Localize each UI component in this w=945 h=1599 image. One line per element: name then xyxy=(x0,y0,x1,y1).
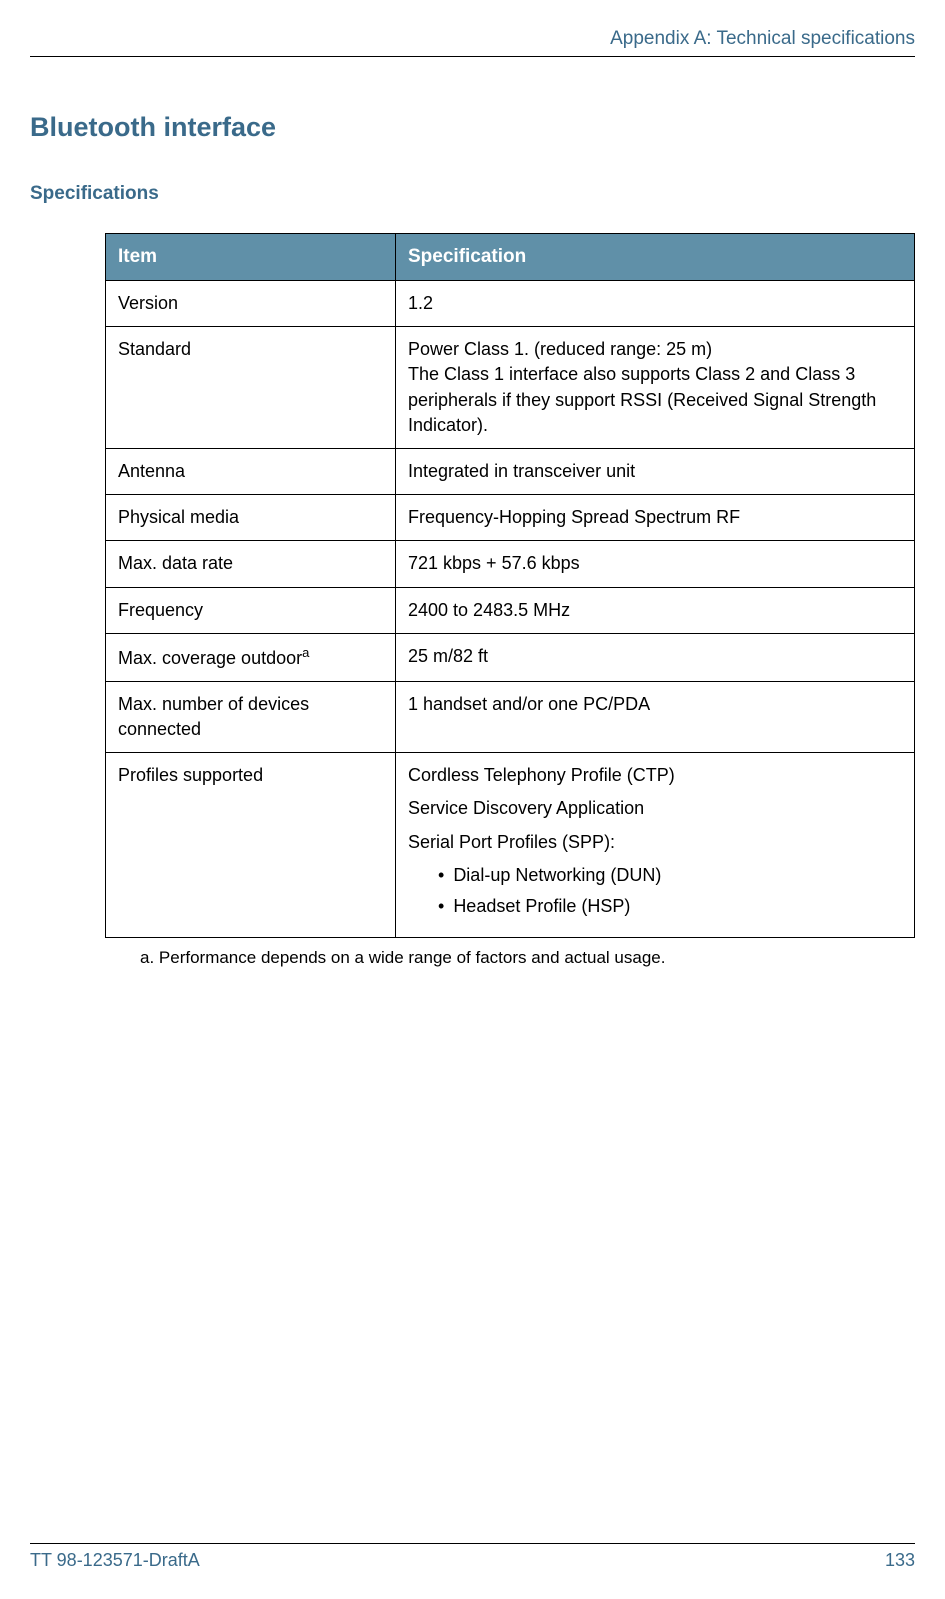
table-header-row: Item Specification xyxy=(106,234,915,281)
table-row: Antenna Integrated in transceiver unit xyxy=(106,448,915,494)
specifications-table: Item Specification Version 1.2 Standard … xyxy=(105,233,915,938)
cell-item: Antenna xyxy=(106,448,396,494)
cell-item: Standard xyxy=(106,327,396,449)
cell-item: Profiles supported xyxy=(106,753,396,938)
column-header-item: Item xyxy=(106,234,396,281)
coverage-label: Max. coverage outdoor xyxy=(118,648,302,668)
page-footer: TT 98-123571-DraftA 133 xyxy=(30,1543,915,1571)
page-number: 133 xyxy=(885,1550,915,1571)
footnote-marker: a xyxy=(302,645,309,660)
profile-item: Cordless Telephony Profile (CTP) xyxy=(408,763,902,788)
spec-text: Power Class 1. (reduced range: 25 m) xyxy=(408,339,712,359)
profile-label: Serial Port Profiles (SPP): xyxy=(408,832,615,852)
table-row: Max. data rate 721 kbps + 57.6 kbps xyxy=(106,541,915,587)
cell-spec: 1 handset and/or one PC/PDA xyxy=(396,681,915,752)
cell-item: Version xyxy=(106,281,396,327)
cell-item: Frequency xyxy=(106,587,396,633)
cell-spec: 25 m/82 ft xyxy=(396,633,915,681)
appendix-label: Appendix A: Technical specifications xyxy=(610,28,915,49)
cell-item: Max. coverage outdoora xyxy=(106,633,396,681)
column-header-spec: Specification xyxy=(396,234,915,281)
spec-text: The Class 1 interface also supports Clas… xyxy=(408,364,876,434)
cell-spec: 721 kbps + 57.6 kbps xyxy=(396,541,915,587)
cell-spec: Frequency-Hopping Spread Spectrum RF xyxy=(396,495,915,541)
profile-item: Serial Port Profiles (SPP): Dial-up Netw… xyxy=(408,830,902,920)
table-row: Version 1.2 xyxy=(106,281,915,327)
cell-spec: Integrated in transceiver unit xyxy=(396,448,915,494)
cell-spec: Cordless Telephony Profile (CTP) Service… xyxy=(396,753,915,938)
cell-item: Max. number of devices connected xyxy=(106,681,396,752)
section-title: Bluetooth interface xyxy=(30,112,915,143)
page-header: Appendix A: Technical specifications xyxy=(30,0,915,57)
profile-item: Service Discovery Application xyxy=(408,796,902,821)
table-row: Frequency 2400 to 2483.5 MHz xyxy=(106,587,915,633)
table-row: Standard Power Class 1. (reduced range: … xyxy=(106,327,915,449)
cell-spec: 1.2 xyxy=(396,281,915,327)
cell-item: Physical media xyxy=(106,495,396,541)
footnote: a. Performance depends on a wide range o… xyxy=(140,948,915,968)
table-row: Max. coverage outdoora 25 m/82 ft xyxy=(106,633,915,681)
cell-item: Max. data rate xyxy=(106,541,396,587)
profile-subitem: Headset Profile (HSP) xyxy=(438,894,902,919)
table-row: Physical media Frequency-Hopping Spread … xyxy=(106,495,915,541)
cell-spec: Power Class 1. (reduced range: 25 m) The… xyxy=(396,327,915,449)
profile-subitem: Dial-up Networking (DUN) xyxy=(438,863,902,888)
cell-spec: 2400 to 2483.5 MHz xyxy=(396,587,915,633)
table-row: Max. number of devices connected 1 hands… xyxy=(106,681,915,752)
table-row: Profiles supported Cordless Telephony Pr… xyxy=(106,753,915,938)
subsection-title: Specifications xyxy=(30,183,915,205)
document-id: TT 98-123571-DraftA xyxy=(30,1550,200,1571)
